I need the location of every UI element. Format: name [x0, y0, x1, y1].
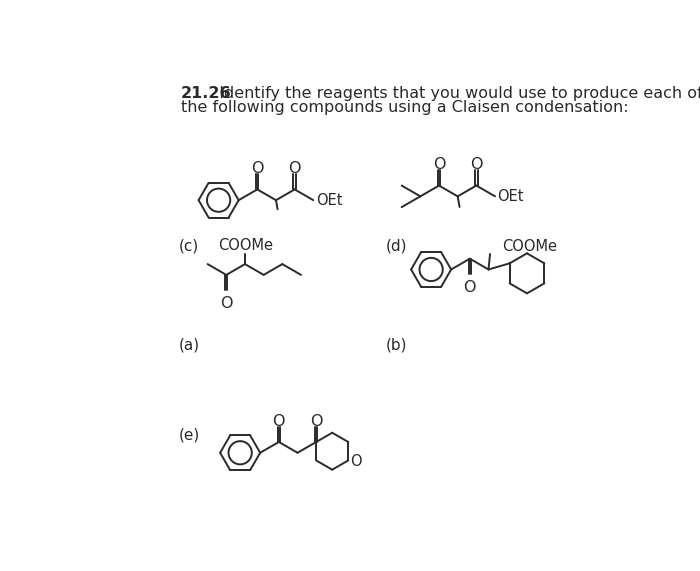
Text: O: O — [288, 161, 301, 176]
Text: OEt: OEt — [497, 189, 524, 204]
Text: (a): (a) — [178, 337, 199, 352]
Text: COOMe: COOMe — [218, 238, 273, 254]
Text: (e): (e) — [178, 427, 199, 443]
Text: (b): (b) — [386, 337, 407, 352]
Text: OEt: OEt — [316, 192, 342, 208]
Text: O: O — [272, 413, 285, 429]
Text: O: O — [220, 296, 232, 311]
Text: O: O — [351, 455, 362, 469]
Text: O: O — [251, 161, 264, 176]
Text: O: O — [470, 157, 482, 172]
Text: O: O — [433, 157, 445, 172]
Text: COOMe: COOMe — [503, 239, 557, 254]
Text: Identify the reagents that you would use to produce each of: Identify the reagents that you would use… — [209, 86, 700, 101]
Text: O: O — [463, 280, 476, 295]
Text: (c): (c) — [178, 239, 199, 254]
Text: 21.26: 21.26 — [181, 86, 232, 101]
Text: the following compounds using a Claisen condensation:: the following compounds using a Claisen … — [181, 100, 629, 115]
Text: (d): (d) — [386, 239, 407, 254]
Text: O: O — [310, 413, 323, 429]
